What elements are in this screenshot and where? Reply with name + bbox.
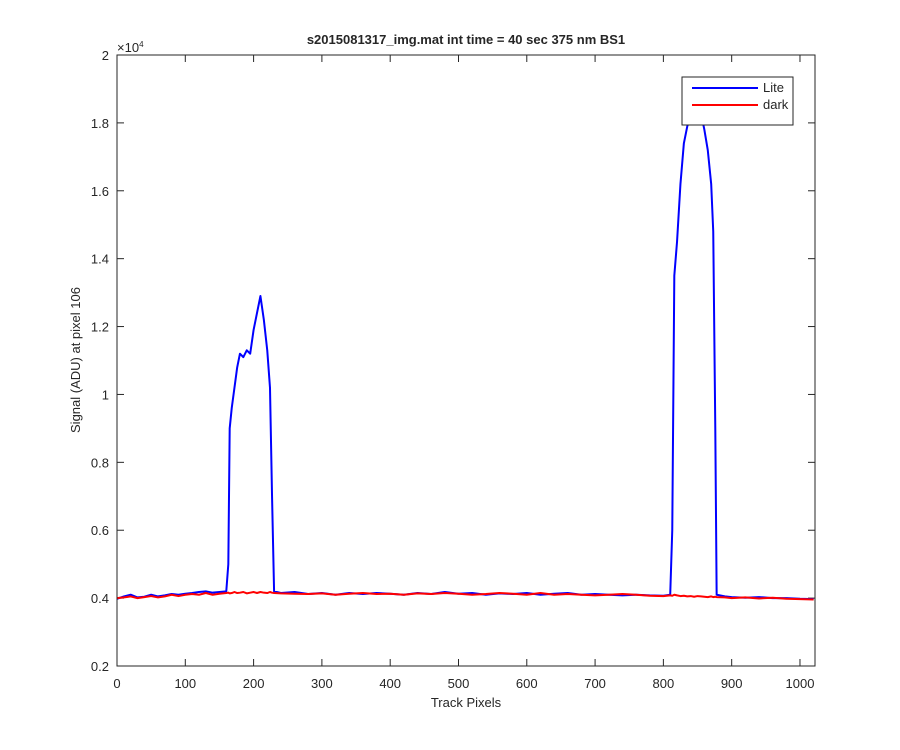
x-tick-label: 100 xyxy=(174,676,196,691)
plot-frame xyxy=(116,54,816,667)
legend-label: Lite xyxy=(763,80,784,95)
x-tick-label: 500 xyxy=(448,676,470,691)
legend-label: dark xyxy=(763,97,789,112)
x-tick-label: 1000 xyxy=(786,676,815,691)
legend-box xyxy=(681,76,794,126)
y-multiplier-base: ×10 xyxy=(117,40,139,55)
x-axis-label: Track Pixels xyxy=(431,695,502,710)
x-tick-label: 700 xyxy=(584,676,606,691)
x-tick-label: 0 xyxy=(113,676,120,691)
data-line xyxy=(116,591,814,601)
legend: Lite dark xyxy=(681,76,794,126)
y-multiplier: ×104 xyxy=(117,40,144,55)
y-tick-label: 1.4 xyxy=(91,252,109,267)
y-tick-label: 1.2 xyxy=(91,320,109,335)
x-tick-label: 200 xyxy=(243,676,265,691)
x-tick-label: 600 xyxy=(516,676,538,691)
x-tick-label: 300 xyxy=(311,676,333,691)
chart-title: s2015081317_img.mat int time = 40 sec 37… xyxy=(307,32,625,47)
y-multiplier-exponent: 4 xyxy=(139,40,144,49)
y-axis-label: Signal (ADU) at pixel 106 xyxy=(68,287,83,433)
y-tick-label: 2 xyxy=(102,48,109,63)
y-tick-label: 1 xyxy=(102,387,109,402)
y-tick-label: 1.8 xyxy=(91,116,109,131)
y-tick-label: 0.2 xyxy=(91,659,109,674)
y-tick-label: 1.6 xyxy=(91,184,109,199)
y-tick-label: 0.4 xyxy=(91,591,109,606)
y-tick-label: 0.6 xyxy=(91,523,109,538)
x-tick-label: 900 xyxy=(721,676,743,691)
x-tick-label: 800 xyxy=(653,676,675,691)
x-tick-label: 400 xyxy=(379,676,401,691)
y-tick-label: 0.8 xyxy=(91,455,109,470)
